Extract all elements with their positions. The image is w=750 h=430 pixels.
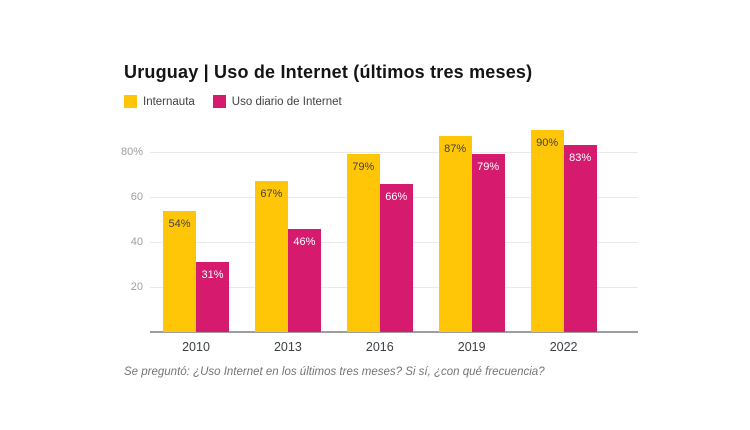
plot-area: 54% 31% 67% 46% 79% 66% 87% 79% 90% 83%	[150, 120, 638, 333]
legend-swatch-internauta	[124, 95, 137, 108]
bar-2022-uso-diario: 83%	[563, 145, 597, 332]
bar-value-label: 79%	[477, 161, 500, 174]
bar-value-label: 87%	[444, 143, 467, 156]
bar-value-label: 46%	[293, 235, 316, 248]
y-axis-tick-40: 40	[130, 236, 143, 248]
bar-value-label: 31%	[201, 269, 224, 282]
x-axis-tick-2022: 2022	[549, 340, 578, 354]
bar-2010-uso-diario: 31%	[196, 262, 229, 332]
x-axis-line	[150, 331, 638, 333]
source-question-note: Se preguntó: ¿Uso Internet en los último…	[124, 366, 545, 378]
bar-value-label: 90%	[536, 136, 559, 149]
bar-value-label: 83%	[569, 152, 592, 165]
y-axis-tick-60: 60	[130, 191, 143, 203]
x-axis-tick-2016: 2016	[365, 340, 394, 354]
chart-title: Uruguay | Uso de Internet (últimos tres …	[124, 62, 533, 82]
bar-2013-uso-diario: 46%	[287, 228, 321, 332]
bar-2010-internauta: 54%	[163, 210, 196, 332]
bar-value-label: 79%	[352, 161, 375, 174]
bar-value-label: 54%	[168, 217, 191, 230]
bar-2013-internauta: 67%	[254, 181, 288, 332]
y-axis-tick-20: 20	[130, 281, 143, 293]
legend-swatch-uso-diario	[212, 95, 226, 108]
x-axis-tick-2013: 2013	[273, 340, 302, 354]
bar-value-label: 66%	[385, 190, 408, 203]
bar-2019-uso-diario: 79%	[471, 154, 505, 332]
bar-2019-internauta: 87%	[438, 136, 472, 332]
legend-label-internauta: Internauta	[143, 95, 195, 108]
y-axis-tick-80: 80%	[120, 146, 143, 158]
bar-2022-internauta: 90%	[530, 129, 564, 332]
gridline-80	[150, 152, 638, 153]
bar-value-label: 67%	[260, 188, 283, 201]
legend-label-uso-diario: Uso diario de Internet	[231, 95, 342, 108]
x-axis-tick-2019: 2019	[457, 340, 486, 354]
bar-2016-internauta: 79%	[346, 154, 380, 332]
bar-2016-uso-diario: 66%	[379, 183, 413, 332]
legend-item-internauta: Internauta	[124, 95, 195, 108]
legend-item-uso-diario: Uso diario de Internet	[212, 95, 342, 108]
legend: Internauta Uso diario de Internet	[124, 95, 342, 108]
x-axis-tick-2010: 2010	[182, 340, 210, 354]
